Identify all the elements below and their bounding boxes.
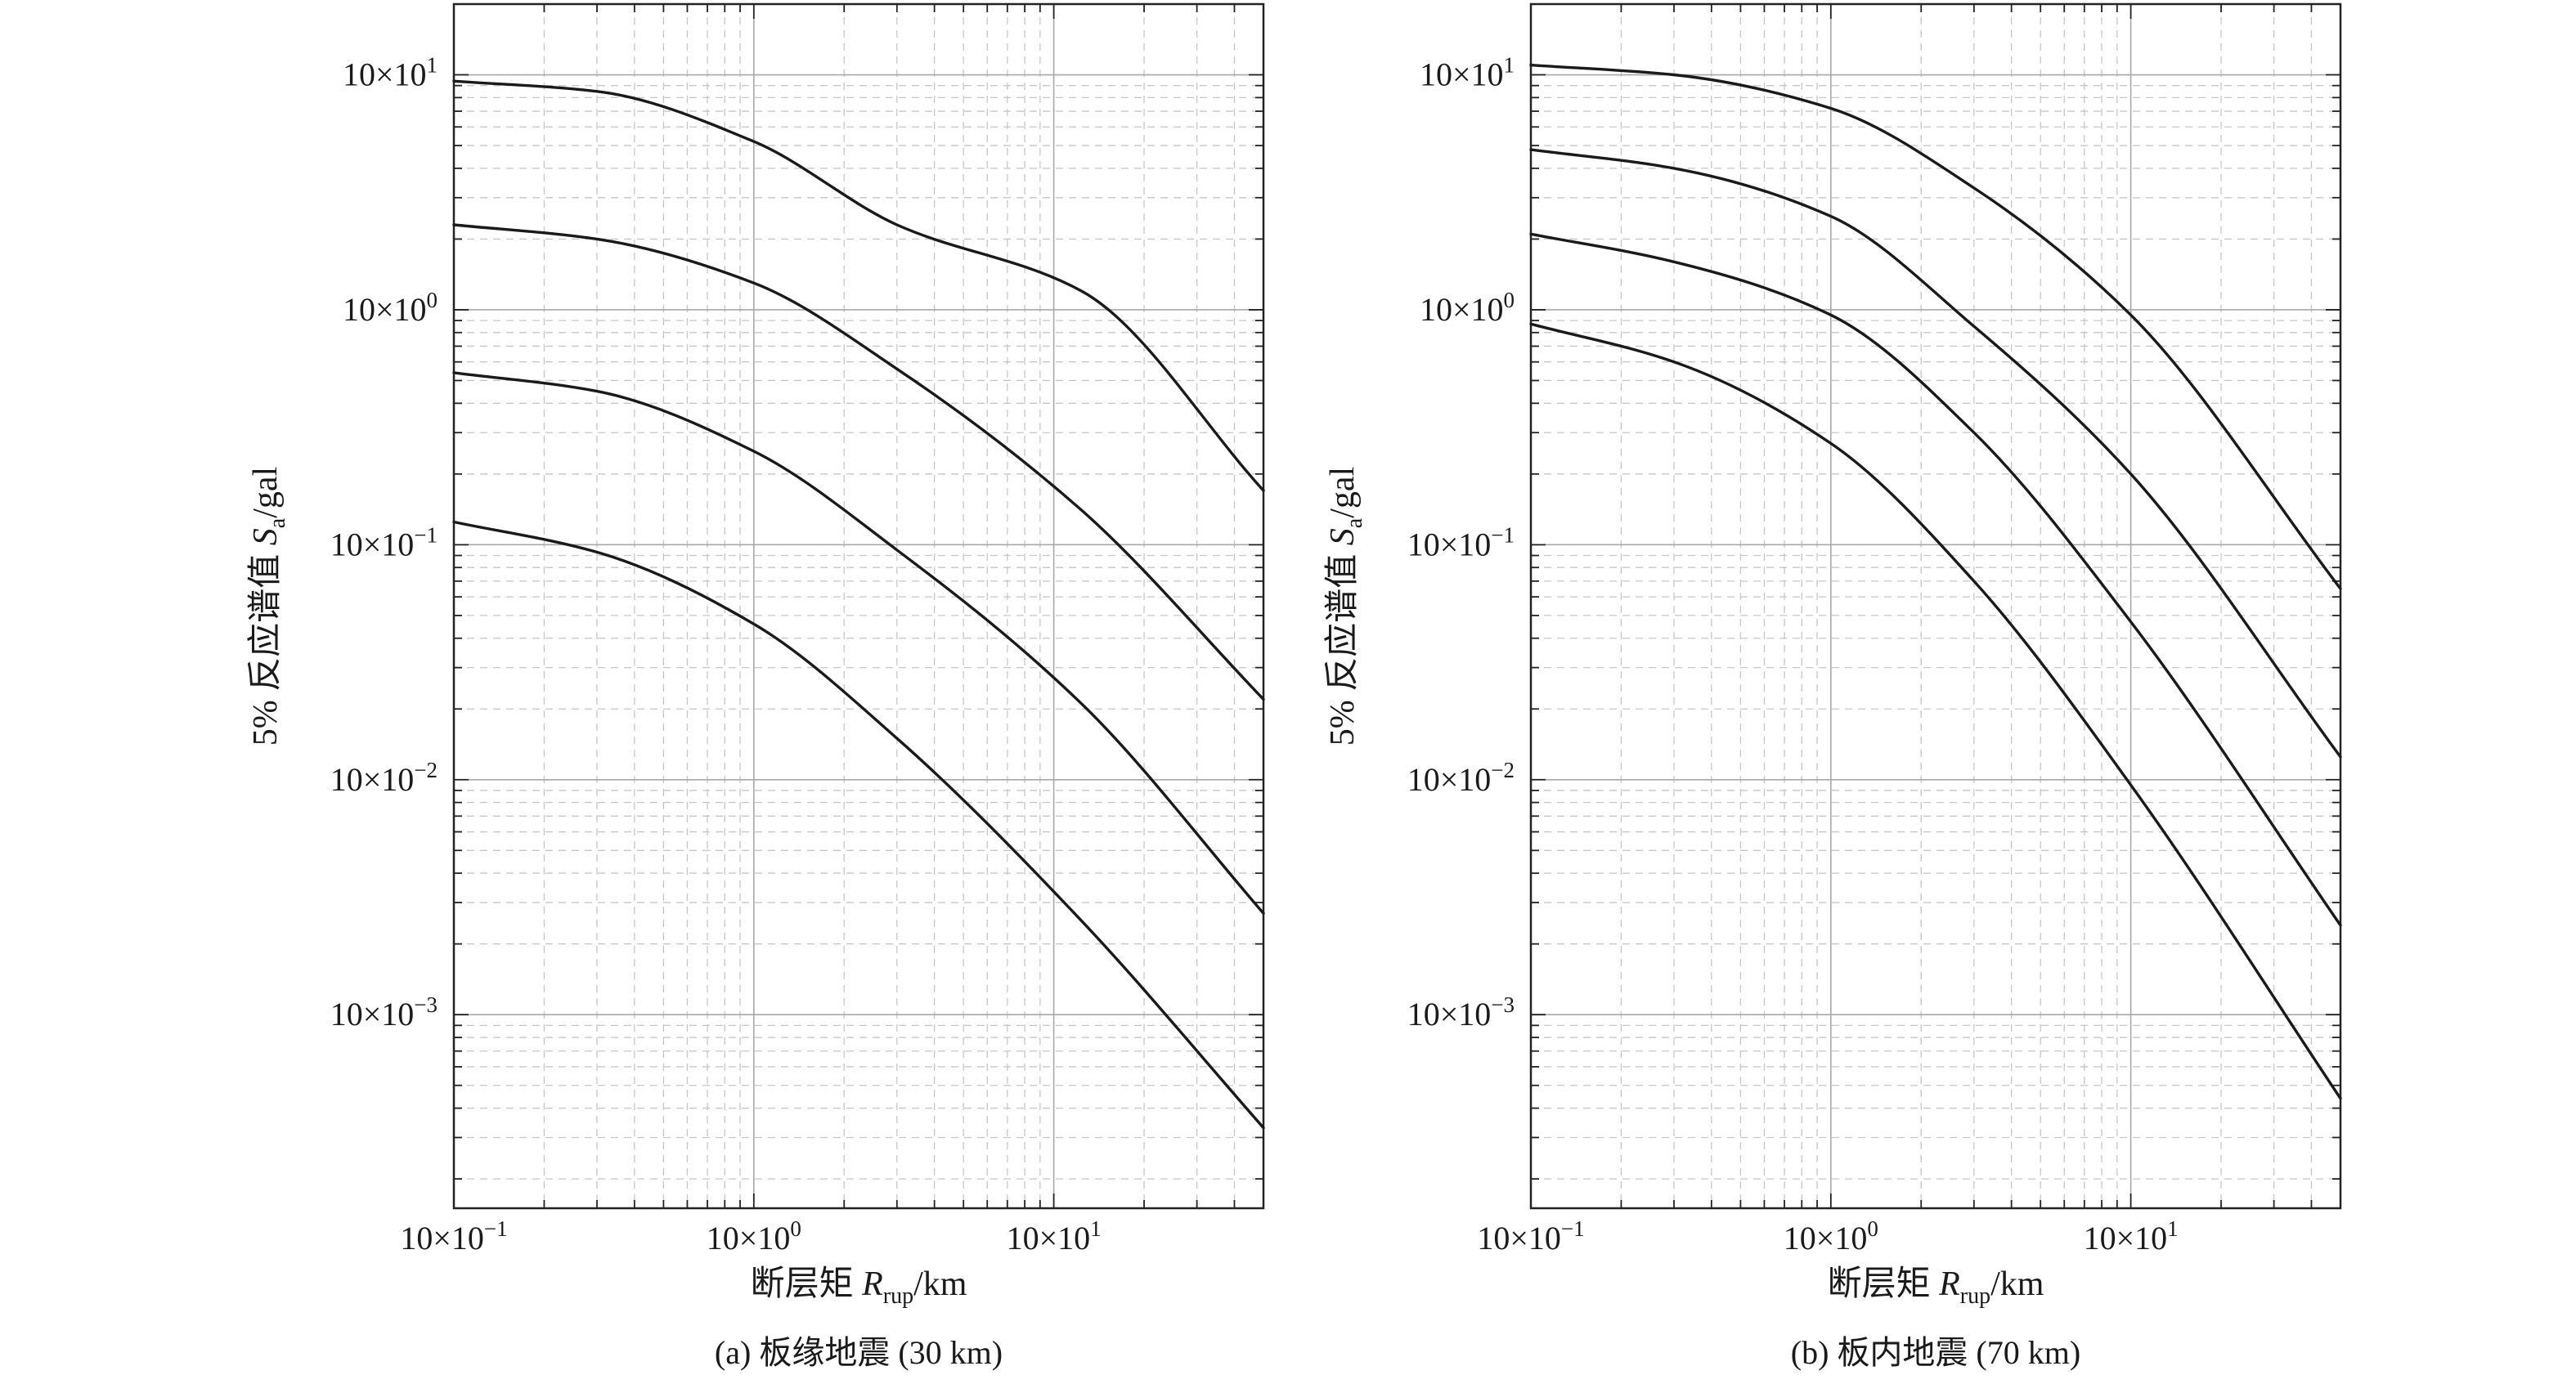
y-tick-exponent: −2 xyxy=(414,758,438,782)
chart-panel-1: 10×10−1 10×100 10×10110×10110×10010×10−110… xyxy=(246,2,1265,1371)
y-axis-title-text: 5% 反应谱值 xyxy=(1323,545,1362,746)
y-tick-exponent: −1 xyxy=(414,522,438,547)
x-axis-title-text: 断层矩 xyxy=(1828,1265,1940,1303)
series-line-4 xyxy=(452,520,1265,1130)
x-tick-label: 10×100 xyxy=(707,1216,801,1256)
y-tick-mantissa: 10×10 xyxy=(343,56,427,93)
series-line-1 xyxy=(1529,63,2342,590)
y-tick-mantissa: 10×10 xyxy=(330,996,415,1032)
y-tick-exponent: −3 xyxy=(414,992,438,1017)
x-tick-label: 10×101 xyxy=(1007,1216,1102,1256)
y-tick-mantissa: 10×10 xyxy=(343,291,427,328)
x-tick-label: 10×100 xyxy=(1784,1216,1878,1256)
y-tick-label: 10×10−1 xyxy=(1407,522,1515,562)
y-tick-label: 10×10−3 xyxy=(330,992,438,1032)
plot-frame xyxy=(1529,2,2342,1210)
y-axis-title-symbol: S xyxy=(1324,528,1362,545)
x-tick-mantissa: 10×10 xyxy=(707,1220,791,1256)
x-axis-title-subscript: rup xyxy=(1960,1283,1990,1309)
x-axis-title: 断层矩 Rrup/km xyxy=(1828,1265,2044,1309)
y-tick-exponent: 0 xyxy=(1504,288,1515,312)
x-tick-exponent: 1 xyxy=(2167,1216,2179,1241)
y-axis-title-subscript: a xyxy=(265,517,290,528)
x-axis-title-unit: /km xyxy=(913,1265,967,1303)
x-axis-title-subscript: rup xyxy=(883,1283,913,1309)
y-tick-exponent: 1 xyxy=(1504,53,1515,78)
series-line-2 xyxy=(1529,148,2342,759)
x-tick-exponent: 1 xyxy=(1090,1216,1102,1241)
y-tick-exponent: −2 xyxy=(1491,758,1515,782)
series-line-1 xyxy=(452,79,1265,492)
y-axis-title-unit: /gal xyxy=(247,467,285,518)
y-tick-mantissa: 10×10 xyxy=(1407,761,1492,798)
y-axis-title-subscript: a xyxy=(1342,517,1367,528)
axis-ticks xyxy=(453,3,1264,1208)
x-axis-title-unit: /km xyxy=(1990,1265,2044,1303)
y-axis-title-symbol: S xyxy=(247,528,285,545)
panel-caption: (b) 板内地震 (70 km) xyxy=(1791,1334,2080,1371)
x-tick-label: 10×101 xyxy=(2084,1216,2179,1256)
x-tick-exponent: −1 xyxy=(1561,1216,1585,1241)
y-tick-label: 10×10−3 xyxy=(1407,992,1515,1032)
x-tick-exponent: 0 xyxy=(790,1216,801,1241)
y-tick-exponent: 0 xyxy=(427,288,438,312)
panel-caption: (a) 板缘地震 (30 km) xyxy=(715,1334,1003,1371)
y-axis-title-text: 5% 反应谱值 xyxy=(246,545,285,746)
plot-frame xyxy=(452,2,1265,1210)
y-tick-exponent: 1 xyxy=(427,53,438,78)
y-tick-exponent: −1 xyxy=(1491,522,1515,547)
x-tick-mantissa: 10×10 xyxy=(1784,1220,1868,1256)
y-tick-mantissa: 10×10 xyxy=(330,761,415,798)
x-tick-exponent: −1 xyxy=(484,1216,508,1241)
y-tick-label: 10×10−2 xyxy=(1407,758,1515,798)
x-tick-mantissa: 10×10 xyxy=(2084,1220,2168,1256)
y-tick-mantissa: 10×10 xyxy=(330,526,415,562)
y-axis-title: 5% 反应谱值 Sa/gal xyxy=(246,467,290,746)
y-tick-label: 10×10−1 xyxy=(330,522,438,562)
x-axis-title-symbol: R xyxy=(861,1265,883,1303)
x-tick-label: 10×10−1 xyxy=(400,1216,507,1256)
x-axis-title-text: 断层矩 xyxy=(751,1265,863,1303)
series-line-4 xyxy=(1529,322,2342,1100)
series-line-3 xyxy=(1529,232,2342,927)
y-tick-label: 10×100 xyxy=(343,288,438,328)
y-tick-mantissa: 10×10 xyxy=(1407,526,1492,562)
y-tick-label: 10×101 xyxy=(343,53,438,93)
chart-panel-2: 10×10−1 10×100 10×10110×10110×10010×10−110… xyxy=(1323,2,2342,1371)
series-line-2 xyxy=(452,223,1265,701)
y-tick-label: 10×101 xyxy=(1420,53,1515,93)
y-tick-label: 10×100 xyxy=(1420,288,1515,328)
y-axis-title-unit: /gal xyxy=(1324,467,1362,518)
series-line-3 xyxy=(452,371,1265,915)
x-tick-mantissa: 10×10 xyxy=(1477,1220,1561,1256)
x-tick-mantissa: 10×10 xyxy=(400,1220,484,1256)
grid xyxy=(453,3,1264,1208)
y-tick-mantissa: 10×10 xyxy=(1407,996,1492,1032)
x-tick-exponent: 0 xyxy=(1867,1216,1878,1241)
y-tick-mantissa: 10×10 xyxy=(1420,291,1504,328)
y-axis-title: 5% 反应谱值 Sa/gal xyxy=(1323,467,1367,746)
y-tick-mantissa: 10×10 xyxy=(1420,56,1504,93)
x-axis-title: 断层矩 Rrup/km xyxy=(751,1265,967,1309)
x-axis-title-symbol: R xyxy=(1938,1265,1960,1303)
y-tick-exponent: −3 xyxy=(1491,992,1515,1017)
y-tick-label: 10×10−2 xyxy=(330,758,438,798)
x-tick-label: 10×10−1 xyxy=(1477,1216,1584,1256)
x-tick-mantissa: 10×10 xyxy=(1007,1220,1091,1256)
